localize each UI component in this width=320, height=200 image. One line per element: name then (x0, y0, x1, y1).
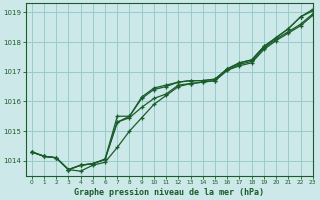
X-axis label: Graphe pression niveau de la mer (hPa): Graphe pression niveau de la mer (hPa) (74, 188, 264, 197)
